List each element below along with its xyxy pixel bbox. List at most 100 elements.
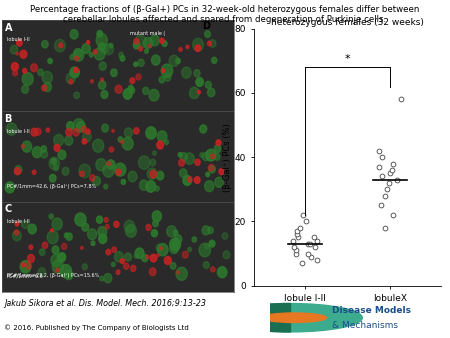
Circle shape xyxy=(115,163,126,176)
Circle shape xyxy=(164,140,168,145)
Circle shape xyxy=(60,265,72,278)
Circle shape xyxy=(48,58,52,64)
Circle shape xyxy=(205,243,209,249)
Text: C: C xyxy=(4,204,12,214)
Circle shape xyxy=(50,174,56,182)
Circle shape xyxy=(194,70,200,77)
Circle shape xyxy=(164,257,171,265)
Circle shape xyxy=(214,145,221,152)
Circle shape xyxy=(54,165,58,171)
Circle shape xyxy=(200,153,204,157)
Circle shape xyxy=(96,33,107,47)
Circle shape xyxy=(124,263,129,269)
Circle shape xyxy=(96,216,103,223)
Point xyxy=(290,244,297,250)
Circle shape xyxy=(91,241,95,245)
Circle shape xyxy=(29,245,33,249)
Circle shape xyxy=(90,80,93,83)
Circle shape xyxy=(28,224,36,234)
Circle shape xyxy=(133,42,140,49)
Circle shape xyxy=(156,244,162,251)
Circle shape xyxy=(41,146,46,152)
Circle shape xyxy=(203,262,209,268)
Circle shape xyxy=(192,237,197,242)
Circle shape xyxy=(173,230,178,235)
Point xyxy=(383,187,390,192)
Circle shape xyxy=(214,153,220,160)
Circle shape xyxy=(46,128,50,132)
Circle shape xyxy=(208,164,214,171)
Circle shape xyxy=(174,235,182,244)
Circle shape xyxy=(52,260,63,273)
Circle shape xyxy=(170,263,176,269)
Point xyxy=(387,170,394,176)
Circle shape xyxy=(64,233,69,238)
Circle shape xyxy=(217,267,227,278)
Circle shape xyxy=(17,40,22,46)
Circle shape xyxy=(146,181,155,192)
Circle shape xyxy=(82,223,89,231)
Circle shape xyxy=(86,41,90,44)
Circle shape xyxy=(66,233,72,240)
Circle shape xyxy=(158,243,168,256)
Point xyxy=(302,219,310,224)
Text: lobule I-II: lobule I-II xyxy=(7,129,30,134)
Circle shape xyxy=(205,181,214,192)
Circle shape xyxy=(150,159,156,166)
Circle shape xyxy=(51,158,56,165)
Circle shape xyxy=(177,271,180,274)
Circle shape xyxy=(15,166,22,174)
Point xyxy=(307,254,315,260)
Circle shape xyxy=(116,169,121,175)
Circle shape xyxy=(179,48,182,51)
Circle shape xyxy=(146,181,156,192)
Circle shape xyxy=(89,52,93,57)
Circle shape xyxy=(209,40,216,47)
Circle shape xyxy=(202,152,209,161)
Circle shape xyxy=(188,247,191,252)
Circle shape xyxy=(51,255,61,266)
Point xyxy=(378,154,385,160)
Point xyxy=(313,257,320,263)
Text: & Mechanisms: & Mechanisms xyxy=(332,321,397,330)
Point xyxy=(389,161,396,166)
Circle shape xyxy=(88,229,97,240)
Circle shape xyxy=(97,30,103,37)
Circle shape xyxy=(6,123,17,135)
Circle shape xyxy=(162,41,167,47)
Circle shape xyxy=(107,160,115,169)
Circle shape xyxy=(70,54,74,60)
Text: PC#/1mm=23.2, (β-Gal⁺) PCs=15.6%: PC#/1mm=23.2, (β-Gal⁺) PCs=15.6% xyxy=(7,273,99,278)
Text: lobule I-II: lobule I-II xyxy=(7,219,30,224)
Circle shape xyxy=(41,85,47,91)
Circle shape xyxy=(74,92,80,99)
Circle shape xyxy=(200,125,207,133)
Circle shape xyxy=(49,214,53,219)
Circle shape xyxy=(125,253,131,261)
Circle shape xyxy=(104,273,112,283)
Circle shape xyxy=(22,141,32,152)
Circle shape xyxy=(41,150,48,158)
Circle shape xyxy=(128,85,133,91)
Circle shape xyxy=(100,276,104,281)
Text: D: D xyxy=(202,21,210,31)
Circle shape xyxy=(94,48,105,60)
Circle shape xyxy=(195,45,201,51)
Circle shape xyxy=(219,304,362,332)
Circle shape xyxy=(21,263,25,267)
Circle shape xyxy=(112,129,114,132)
Circle shape xyxy=(83,132,91,142)
Circle shape xyxy=(54,135,63,146)
Circle shape xyxy=(31,64,37,72)
Circle shape xyxy=(194,177,200,184)
Circle shape xyxy=(120,259,125,264)
Circle shape xyxy=(35,128,41,135)
Point xyxy=(385,180,392,186)
Circle shape xyxy=(159,76,165,83)
Point xyxy=(375,148,382,153)
Point xyxy=(297,225,304,231)
Circle shape xyxy=(111,69,117,76)
Circle shape xyxy=(86,129,90,134)
Circle shape xyxy=(47,231,58,244)
Circle shape xyxy=(156,171,164,180)
